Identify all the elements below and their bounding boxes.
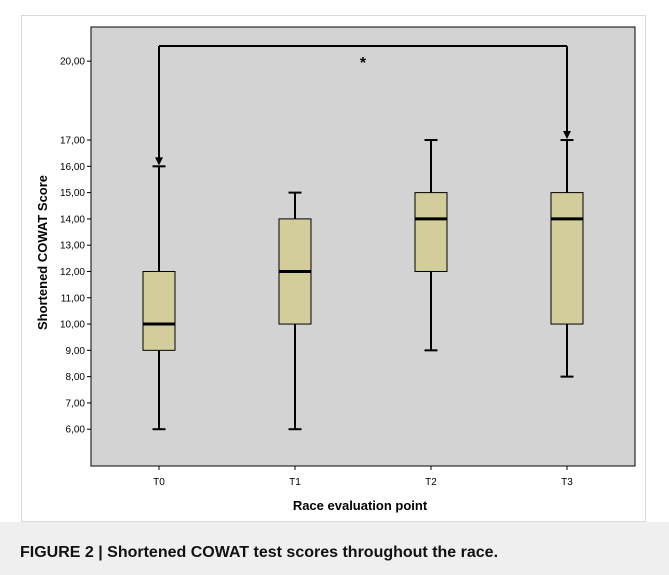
y-tick-label: 17,00	[60, 136, 85, 147]
y-tick-label: 16,00	[60, 162, 85, 173]
significance-label: *	[360, 55, 367, 72]
x-axis-title: Race evaluation point	[293, 498, 428, 513]
x-tick-label: T2	[425, 477, 437, 488]
x-axis: T0 T1 T2 T3	[153, 466, 573, 488]
x-tick-label: T0	[153, 477, 165, 488]
plot-area	[90, 26, 636, 467]
y-tick-label: 10,00	[60, 320, 85, 331]
y-tick-label: 13,00	[60, 241, 85, 252]
box-series	[142, 139, 584, 431]
boxplot-chart: 6,00 7,00 8,00 9,00 10,00 11,00 12,00 13,00 14,0…	[35, 26, 636, 513]
box-t1	[278, 191, 312, 431]
y-tick-label: 20,00	[60, 57, 85, 68]
x-tick-label: T3	[561, 477, 573, 488]
box-t0	[142, 165, 176, 431]
iqr-box	[414, 192, 448, 272]
y-tick-label: 9,00	[66, 346, 86, 357]
arrow-head-left	[155, 157, 163, 166]
significance-bracket: *	[155, 45, 571, 166]
y-axis-title: Shortened COWAT Score	[35, 175, 50, 330]
arrow-head-right	[563, 131, 571, 140]
y-tick-label: 15,00	[60, 188, 85, 199]
iqr-box	[550, 192, 584, 325]
y-tick-label: 7,00	[66, 398, 86, 409]
figure-caption: FIGURE 2 | Shortened COWAT test scores t…	[20, 544, 499, 561]
y-tick-label: 8,00	[66, 372, 86, 383]
box-t2	[414, 139, 448, 352]
y-tick-label: 6,00	[66, 425, 86, 436]
y-tick-label: 14,00	[60, 214, 85, 225]
x-tick-label: T1	[289, 477, 301, 488]
iqr-box	[142, 270, 176, 351]
box-t3	[550, 139, 584, 378]
y-tick-label: 11,00	[61, 293, 86, 304]
caption-bar	[0, 522, 669, 575]
y-axis: 6,00 7,00 8,00 9,00 10,00 11,00 12,00 13,00 14,0…	[60, 57, 91, 436]
y-tick-label: 12,00	[60, 267, 85, 278]
